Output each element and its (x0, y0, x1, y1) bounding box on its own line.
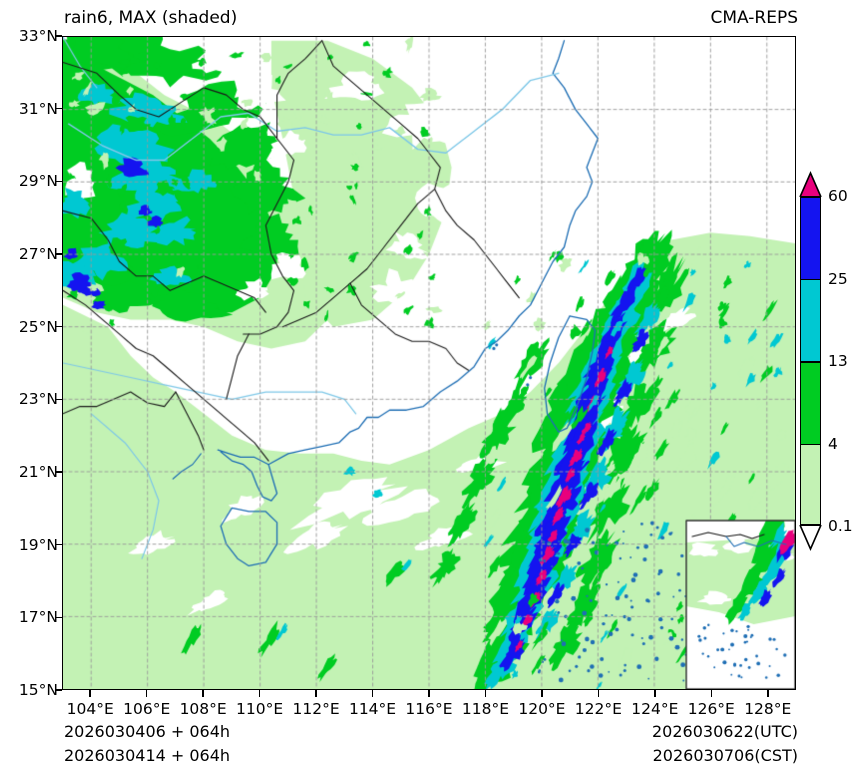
footer-valid-utc: 2026030622(UTC) (652, 722, 798, 741)
colorbar-divider (800, 278, 821, 281)
colorbar-band (800, 196, 821, 279)
colorbar-divider (800, 443, 821, 446)
x-axis-tick-mark (89, 690, 91, 697)
footer-init-cst: 2026030414 + 064h (64, 746, 231, 765)
y-axis-tick-mark (55, 253, 62, 255)
page-title: rain6, MAX (shaded) (64, 8, 238, 28)
x-axis-tick-mark (258, 690, 261, 697)
colorbar-tick-label: 25 (828, 269, 848, 288)
y-axis-tick-label: 23°N (18, 390, 58, 409)
x-axis-tick-mark (597, 690, 600, 697)
x-axis-tick-label: 108°E (179, 700, 227, 718)
x-axis-tick-mark (710, 690, 713, 697)
y-axis-tick-mark (55, 471, 62, 473)
x-axis-tick-label: 126°E (687, 700, 735, 718)
y-axis-tick-label: 17°N (18, 608, 58, 627)
x-axis-tick-mark (541, 690, 543, 697)
y-axis-tick-label: 15°N (18, 681, 58, 699)
colorbar (800, 196, 821, 526)
colorbar-band (800, 443, 821, 526)
y-axis-tick-mark (55, 398, 62, 401)
y-axis-tick-mark (55, 107, 62, 110)
model-label: CMA-REPS (710, 8, 798, 28)
map-plot-area[interactable] (62, 36, 796, 690)
colorbar-tick-label: 4 (828, 434, 838, 453)
x-axis-tick-mark (371, 690, 374, 697)
x-axis-tick-label: 114°E (348, 700, 397, 718)
y-axis-tick-label: 27°N (18, 245, 58, 263)
x-axis-tick-label: 116°E (405, 700, 453, 718)
x-axis-tick-mark (767, 690, 769, 697)
colorbar-tick-label: 13 (828, 352, 848, 370)
y-axis-tick-label: 21°N (18, 463, 58, 481)
y-axis-tick-mark (55, 35, 62, 37)
x-axis-tick-label: 110°E (236, 700, 284, 718)
colorbar-band (800, 361, 821, 444)
x-axis-tick-label: 124°E (631, 700, 679, 718)
precipitation-map-canvas (63, 37, 795, 689)
y-axis-tick-mark (55, 325, 62, 328)
x-axis-tick-label: 118°E (461, 700, 510, 718)
x-axis-tick-label: 122°E (574, 700, 622, 718)
colorbar-tick-label: 60 (828, 187, 848, 205)
x-axis-tick-mark (145, 690, 148, 697)
x-axis-tick-label: 112°E (292, 700, 340, 718)
colorbar-over-arrow-icon (800, 173, 820, 196)
x-axis-tick-mark (484, 690, 487, 697)
x-axis-tick-mark (428, 690, 430, 697)
colorbar-band (800, 278, 821, 361)
x-axis-tick-label: 106°E (123, 700, 171, 718)
footer-init-utc: 2026030406 + 064h (64, 722, 231, 741)
y-axis-tick-mark (55, 180, 62, 183)
x-axis-tick-label: 104°E (66, 700, 114, 718)
y-axis-tick-label: 31°N (18, 99, 58, 118)
footer-valid-cst: 2026030706(CST) (652, 746, 798, 765)
y-axis-tick-mark (55, 616, 62, 619)
x-axis-tick-mark (202, 690, 204, 697)
y-axis-tick-label: 19°N (18, 535, 58, 554)
colorbar-under-arrow-icon (800, 526, 820, 549)
x-axis-tick-label: 120°E (518, 700, 566, 718)
y-axis-tick-label: 33°N (18, 27, 58, 45)
colorbar-divider (800, 361, 821, 363)
x-axis-tick-label: 128°E (744, 700, 792, 718)
y-axis-tick-mark (55, 689, 62, 691)
y-axis-tick-mark (55, 543, 62, 546)
colorbar-divider (800, 196, 821, 198)
y-axis-tick-label: 29°N (18, 172, 58, 191)
colorbar-tick-label: 0.1 (828, 517, 853, 535)
x-axis-tick-mark (654, 690, 656, 697)
y-axis-tick-label: 25°N (18, 317, 58, 336)
x-axis-tick-mark (315, 690, 317, 697)
